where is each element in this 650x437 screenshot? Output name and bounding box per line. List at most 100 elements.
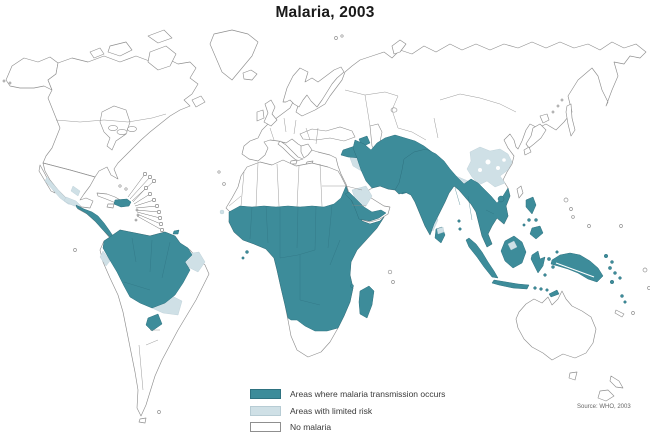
great-lake bbox=[116, 129, 128, 135]
china-speckle-hole bbox=[485, 159, 491, 165]
border-saudi-yemen bbox=[351, 204, 367, 207]
legend-label-transmission: Areas where malaria transmission occurs bbox=[290, 389, 446, 400]
transmission-new-guinea bbox=[550, 252, 604, 283]
australia bbox=[515, 290, 597, 361]
legend-row-transmission: Areas where malaria transmission occurs bbox=[250, 386, 445, 403]
greenland bbox=[209, 29, 259, 81]
island-marker bbox=[155, 204, 160, 209]
aleutian-island bbox=[8, 81, 12, 85]
transmission-philippines-island bbox=[522, 223, 526, 227]
transmission-andaman bbox=[457, 219, 461, 223]
border-sahara bbox=[276, 163, 280, 207]
teal-internal-borders bbox=[123, 187, 495, 306]
transmission-amazon bbox=[102, 229, 193, 309]
border-central-asia bbox=[364, 94, 371, 127]
transmission-madagascar bbox=[358, 285, 375, 319]
falkland-islands bbox=[157, 410, 161, 414]
transmission-santa-cruz bbox=[609, 279, 615, 285]
kuril-island bbox=[556, 104, 560, 108]
transmission-hispaniola bbox=[113, 198, 132, 208]
aleutian-island bbox=[2, 79, 6, 83]
island-marker bbox=[160, 228, 165, 233]
reunion bbox=[391, 280, 395, 284]
transmission-andaman bbox=[458, 227, 462, 231]
svalbard bbox=[334, 36, 338, 40]
border-europe bbox=[269, 127, 275, 141]
border-russia-kazakhstan bbox=[344, 89, 399, 97]
transmission-africa bbox=[228, 185, 385, 332]
border-us-canada bbox=[55, 113, 167, 123]
island-marker bbox=[152, 179, 157, 184]
new-caledonia bbox=[614, 309, 625, 318]
new-guinea-highland-strip bbox=[555, 262, 595, 278]
legend-swatch-no-malaria bbox=[250, 422, 281, 433]
black-sea bbox=[299, 126, 356, 142]
transmission-comoros bbox=[350, 284, 354, 288]
ellesmere-island bbox=[147, 29, 173, 44]
legend-label-limited-risk: Areas with limited risk bbox=[290, 405, 373, 416]
victoria-island bbox=[107, 41, 133, 57]
island-marker bbox=[143, 172, 148, 177]
transmission-bismarck bbox=[610, 260, 614, 264]
country-borders bbox=[55, 89, 517, 391]
border-europe bbox=[315, 127, 319, 145]
lesser-antilles bbox=[135, 208, 139, 212]
arctic-island-small bbox=[89, 47, 105, 59]
transmission-sao-tome bbox=[245, 250, 249, 254]
legend-label-no-malaria: No malaria bbox=[290, 422, 332, 433]
transmission-moluccas bbox=[543, 273, 547, 277]
pacific-island bbox=[587, 224, 591, 228]
tasmania bbox=[568, 371, 578, 381]
pacific-island bbox=[563, 197, 569, 203]
transmission-trinidad bbox=[172, 229, 180, 235]
legend-row-limited-risk: Areas with limited risk bbox=[250, 403, 445, 420]
pacific-island bbox=[647, 286, 650, 290]
transmission-lesser-sunda bbox=[533, 286, 537, 290]
limited-risk-south-china bbox=[466, 146, 513, 188]
novaya-zemlya bbox=[391, 39, 407, 55]
great-lake bbox=[108, 125, 118, 131]
transmission-vanuatu bbox=[623, 300, 627, 304]
island-marker bbox=[144, 186, 149, 191]
honshu bbox=[525, 123, 547, 149]
border-southern-cone bbox=[145, 339, 159, 346]
legend: Areas where malaria transmission occurs … bbox=[250, 386, 445, 436]
new-zealand-north bbox=[609, 375, 624, 389]
greece bbox=[300, 143, 313, 159]
border-sahara bbox=[240, 171, 245, 207]
border-europe bbox=[293, 119, 297, 135]
transmission-sao-tome bbox=[241, 256, 245, 260]
svalbard bbox=[340, 34, 344, 38]
border-europe bbox=[305, 127, 311, 141]
border-sahara bbox=[319, 163, 323, 207]
transmission-bismarck bbox=[603, 253, 609, 259]
scandinavia bbox=[282, 66, 345, 108]
iceland bbox=[242, 69, 258, 81]
galapagos bbox=[73, 248, 77, 252]
sicily bbox=[289, 159, 298, 165]
page-title: Malaria, 2003 bbox=[275, 4, 375, 21]
malaria-transmission-regions bbox=[75, 134, 627, 332]
border-sahara bbox=[296, 165, 300, 208]
hokkaido bbox=[539, 113, 550, 124]
taiwan bbox=[516, 185, 524, 199]
transmission-hainan bbox=[497, 195, 505, 203]
legend-swatch-limited-risk bbox=[250, 405, 281, 416]
italy bbox=[277, 140, 304, 162]
china-speckle-hole bbox=[478, 168, 482, 172]
lakes-and-seas bbox=[99, 105, 398, 256]
transmission-moluccas bbox=[551, 265, 555, 269]
source-note: Source: WHO, 2003 bbox=[577, 404, 631, 410]
border-central-asia bbox=[391, 95, 427, 141]
island-marker bbox=[159, 222, 164, 227]
baffin-island bbox=[147, 45, 177, 71]
transmission-lesser-sunda bbox=[545, 288, 549, 292]
transmission-india-southeast-asia bbox=[394, 148, 511, 248]
newfoundland bbox=[191, 95, 206, 108]
border-sahara bbox=[255, 162, 259, 208]
kyushu bbox=[523, 146, 532, 156]
pacific-island bbox=[619, 224, 623, 228]
border-europe bbox=[283, 117, 287, 133]
lesser-antilles bbox=[136, 213, 140, 217]
legend-swatch-transmission bbox=[250, 389, 281, 400]
